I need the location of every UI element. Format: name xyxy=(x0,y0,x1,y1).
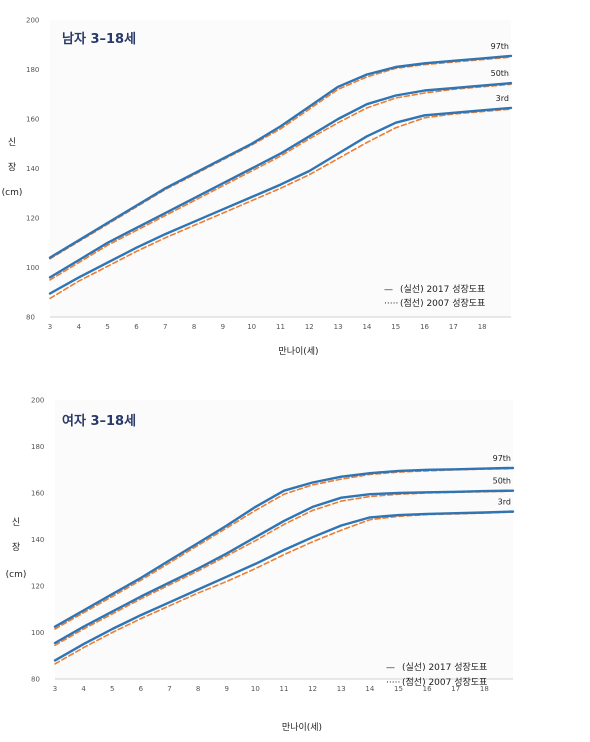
y-tick-label: 100 xyxy=(31,629,44,637)
y-tick-label: 200 xyxy=(31,397,44,405)
plot-area xyxy=(50,20,511,317)
y-axis-label-char: 신 xyxy=(8,137,16,148)
series-line-3rd-2007 xyxy=(49,108,512,300)
y-tick-label: 180 xyxy=(26,66,39,74)
y-tick-label: 100 xyxy=(26,264,39,272)
x-tick-label: 4 xyxy=(81,685,86,693)
y-axis-unit: (cm) xyxy=(2,188,23,198)
x-tick-label: 17 xyxy=(449,323,458,331)
series-line-3rd-2017 xyxy=(48,106,513,295)
y-axis-unit: (cm) xyxy=(6,570,27,580)
x-tick-label: 5 xyxy=(105,323,109,331)
x-tick-label: 16 xyxy=(423,685,432,693)
percentile-label: 3rd xyxy=(498,498,511,507)
x-tick-label: 5 xyxy=(110,685,114,693)
percentile-label: 50th xyxy=(491,69,509,78)
x-tick-label: 8 xyxy=(196,685,200,693)
y-tick-label: 120 xyxy=(26,215,39,223)
x-tick-label: 7 xyxy=(167,685,171,693)
x-tick-label: 17 xyxy=(451,685,460,693)
percentile-label: 97th xyxy=(491,42,509,51)
y-tick-label: 200 xyxy=(26,17,39,25)
chart-title: 남자 3–18세 xyxy=(62,31,136,47)
x-tick-label: 14 xyxy=(362,323,371,331)
y-tick-label: 160 xyxy=(26,116,39,124)
legend-label: (실선) 2017 성장도표 xyxy=(402,662,487,673)
legend-label: (점선) 2007 성장도표 xyxy=(402,676,487,688)
x-tick-label: 13 xyxy=(334,323,343,331)
y-tick-label: 160 xyxy=(31,490,44,498)
x-tick-label: 7 xyxy=(163,323,167,331)
x-tick-label: 3 xyxy=(53,685,57,693)
x-tick-label: 18 xyxy=(478,323,487,331)
y-tick-label: 80 xyxy=(31,676,40,684)
chart-panel-girls: 80 100 120 140 160 180 200 3 4 5 6 7 8 9 10 11 12 13 14 15 1… xyxy=(0,382,590,742)
x-tick-label: 12 xyxy=(305,323,314,331)
x-tick-label: 11 xyxy=(276,323,285,331)
x-tick-label: 10 xyxy=(247,323,256,331)
x-tick-label: 9 xyxy=(221,323,225,331)
legend-marker: — xyxy=(386,663,395,673)
series-line-3rd-2017 xyxy=(53,510,515,662)
x-tick-label: 4 xyxy=(77,323,82,331)
y-tick-label: 140 xyxy=(26,165,39,173)
x-tick-label: 15 xyxy=(394,685,403,693)
x-tick-label: 9 xyxy=(225,685,229,693)
series-line-97th-2017 xyxy=(53,466,515,628)
x-axis-label: 만나이(세) xyxy=(282,722,322,733)
legend-marker: ····· xyxy=(384,299,398,309)
y-tick-label: 180 xyxy=(31,443,44,451)
x-tick-label: 18 xyxy=(480,685,489,693)
percentile-label: 3rd xyxy=(496,94,509,103)
x-tick-label: 15 xyxy=(391,323,400,331)
x-axis-label: 만나이(세) xyxy=(278,346,318,357)
y-tick-label: 140 xyxy=(31,536,44,544)
x-tick-label: 6 xyxy=(139,685,144,693)
legend-label: (실선) 2017 성장도표 xyxy=(400,284,485,295)
growth-chart-boys: 80 100 120 140 160 180 200 3 4 5 6 7 8 9 10 11 12 13 14 15 1… xyxy=(2,17,513,357)
series-line-97th-2017 xyxy=(48,54,513,259)
chart-panel-boys: 80 100 120 140 160 180 200 3 4 5 6 7 8 9 10 11 12 13 14 15 1… xyxy=(0,0,590,368)
plot-area xyxy=(55,400,513,679)
x-tick-label: 6 xyxy=(134,323,139,331)
percentile-label: 50th xyxy=(493,477,511,486)
chart-title: 여자 3–18세 xyxy=(62,413,136,429)
series-line-50th-2017 xyxy=(53,489,515,645)
x-tick-label: 10 xyxy=(251,685,260,693)
y-tick-label: 120 xyxy=(31,583,44,591)
x-tick-label: 13 xyxy=(337,685,346,693)
series-line-50th-2017 xyxy=(48,81,513,279)
x-tick-label: 16 xyxy=(420,323,429,331)
legend-marker: ····· xyxy=(386,678,400,688)
percentile-label: 97th xyxy=(493,454,511,463)
y-axis-label-char: 장 xyxy=(12,542,20,553)
y-tick-label: 80 xyxy=(26,314,35,322)
x-tick-label: 14 xyxy=(365,685,374,693)
y-axis-label-char: 장 xyxy=(8,162,16,173)
x-tick-label: 11 xyxy=(280,685,289,693)
x-tick-label: 3 xyxy=(48,323,52,331)
x-tick-label: 12 xyxy=(308,685,317,693)
x-tick-label: 8 xyxy=(192,323,196,331)
y-axis-label-char: 신 xyxy=(12,517,20,528)
growth-chart-girls: 80 100 120 140 160 180 200 3 4 5 6 7 8 9 10 11 12 13 14 15 1… xyxy=(6,397,515,733)
legend-label: (점선) 2007 성장도표 xyxy=(400,297,485,309)
series-line-50th-2007 xyxy=(49,83,512,281)
legend-marker: — xyxy=(384,285,393,295)
